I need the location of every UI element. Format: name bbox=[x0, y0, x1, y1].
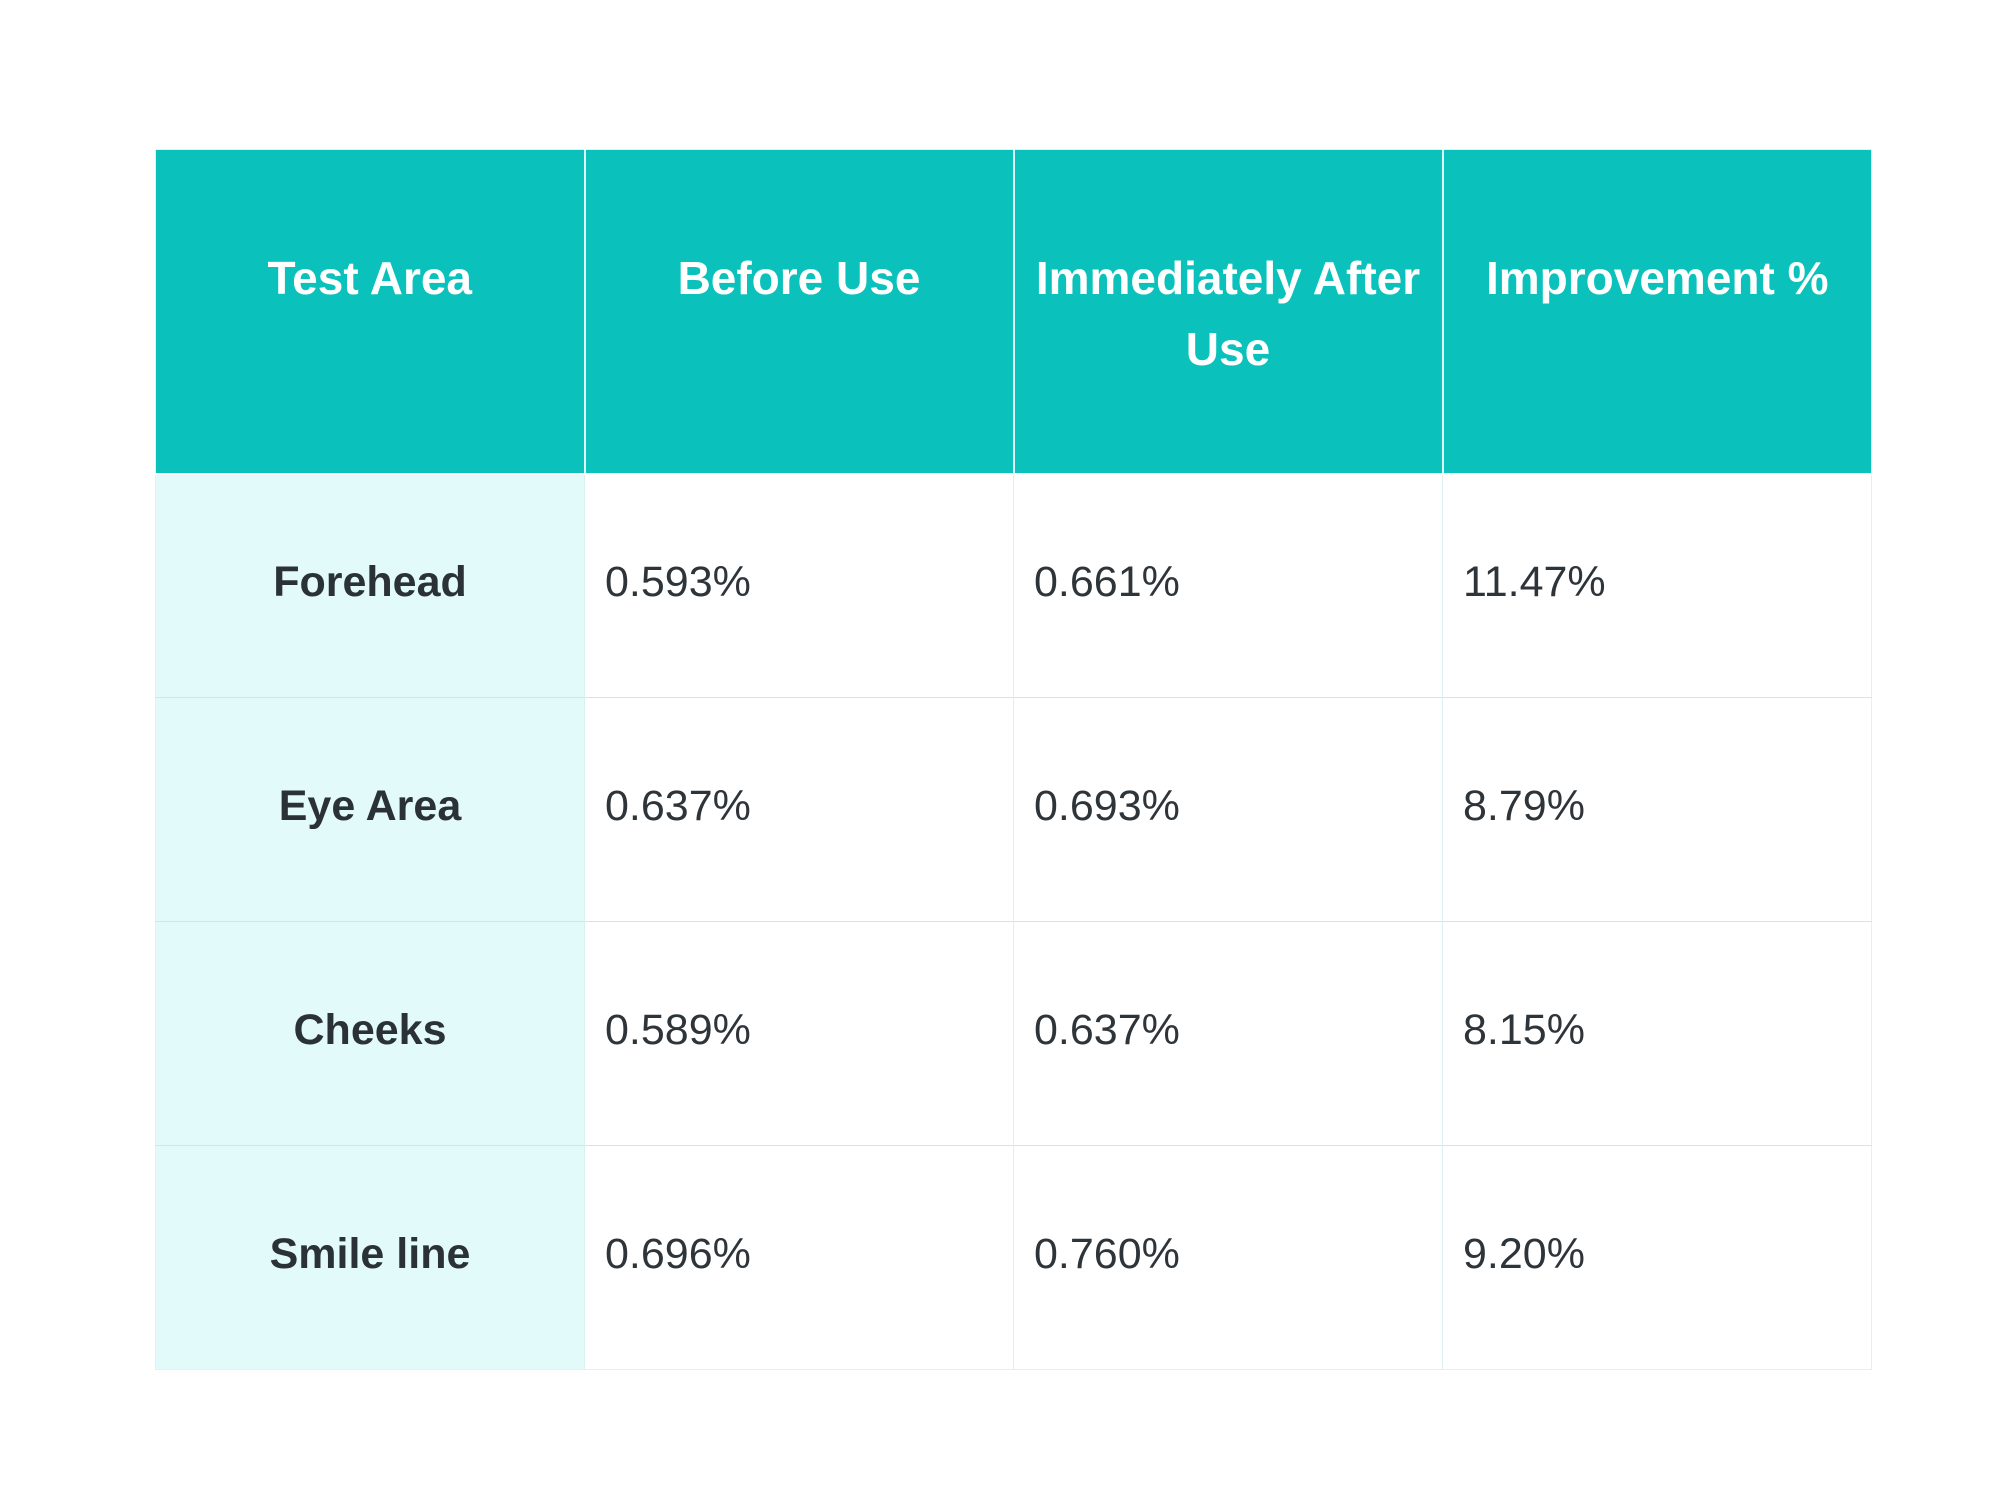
area-cell: Eye Area bbox=[155, 697, 585, 922]
improvement-value-cell: 8.15% bbox=[1442, 921, 1872, 1146]
before-value-cell: 0.589% bbox=[584, 921, 1014, 1146]
after-value-cell: 0.693% bbox=[1013, 697, 1443, 922]
area-cell: Smile line bbox=[155, 1145, 585, 1370]
results-table-container: Test Area Before Use Immediately After U… bbox=[155, 149, 1872, 1370]
area-cell: Cheeks bbox=[155, 921, 585, 1146]
before-value-cell: 0.696% bbox=[584, 1145, 1014, 1370]
area-cell: Forehead bbox=[155, 473, 585, 698]
row-forehead: Forehead 0.593% 0.661% 11.47% bbox=[155, 473, 1872, 698]
improvement-value-cell: 9.20% bbox=[1442, 1145, 1872, 1370]
row-cheeks: Cheeks 0.589% 0.637% 8.15% bbox=[155, 921, 1872, 1146]
before-value-cell: 0.593% bbox=[584, 473, 1014, 698]
header-cell-before-use: Before Use bbox=[584, 149, 1015, 475]
after-value-cell: 0.760% bbox=[1013, 1145, 1443, 1370]
results-table: Test Area Before Use Immediately After U… bbox=[155, 149, 1872, 1370]
after-value-cell: 0.661% bbox=[1013, 473, 1443, 698]
before-value-cell: 0.637% bbox=[584, 697, 1014, 922]
improvement-value-cell: 8.79% bbox=[1442, 697, 1872, 922]
row-smile-line: Smile line 0.696% 0.760% 9.20% bbox=[155, 1145, 1872, 1370]
header-cell-improvement: Improvement % bbox=[1442, 149, 1872, 475]
header-cell-immediately-after-use: Immediately After Use bbox=[1013, 149, 1444, 475]
after-value-cell: 0.637% bbox=[1013, 921, 1443, 1146]
header-row: Test Area Before Use Immediately After U… bbox=[155, 149, 1872, 475]
row-eye-area: Eye Area 0.637% 0.693% 8.79% bbox=[155, 697, 1872, 922]
improvement-value-cell: 11.47% bbox=[1442, 473, 1872, 698]
header-cell-test-area: Test Area bbox=[155, 149, 586, 475]
